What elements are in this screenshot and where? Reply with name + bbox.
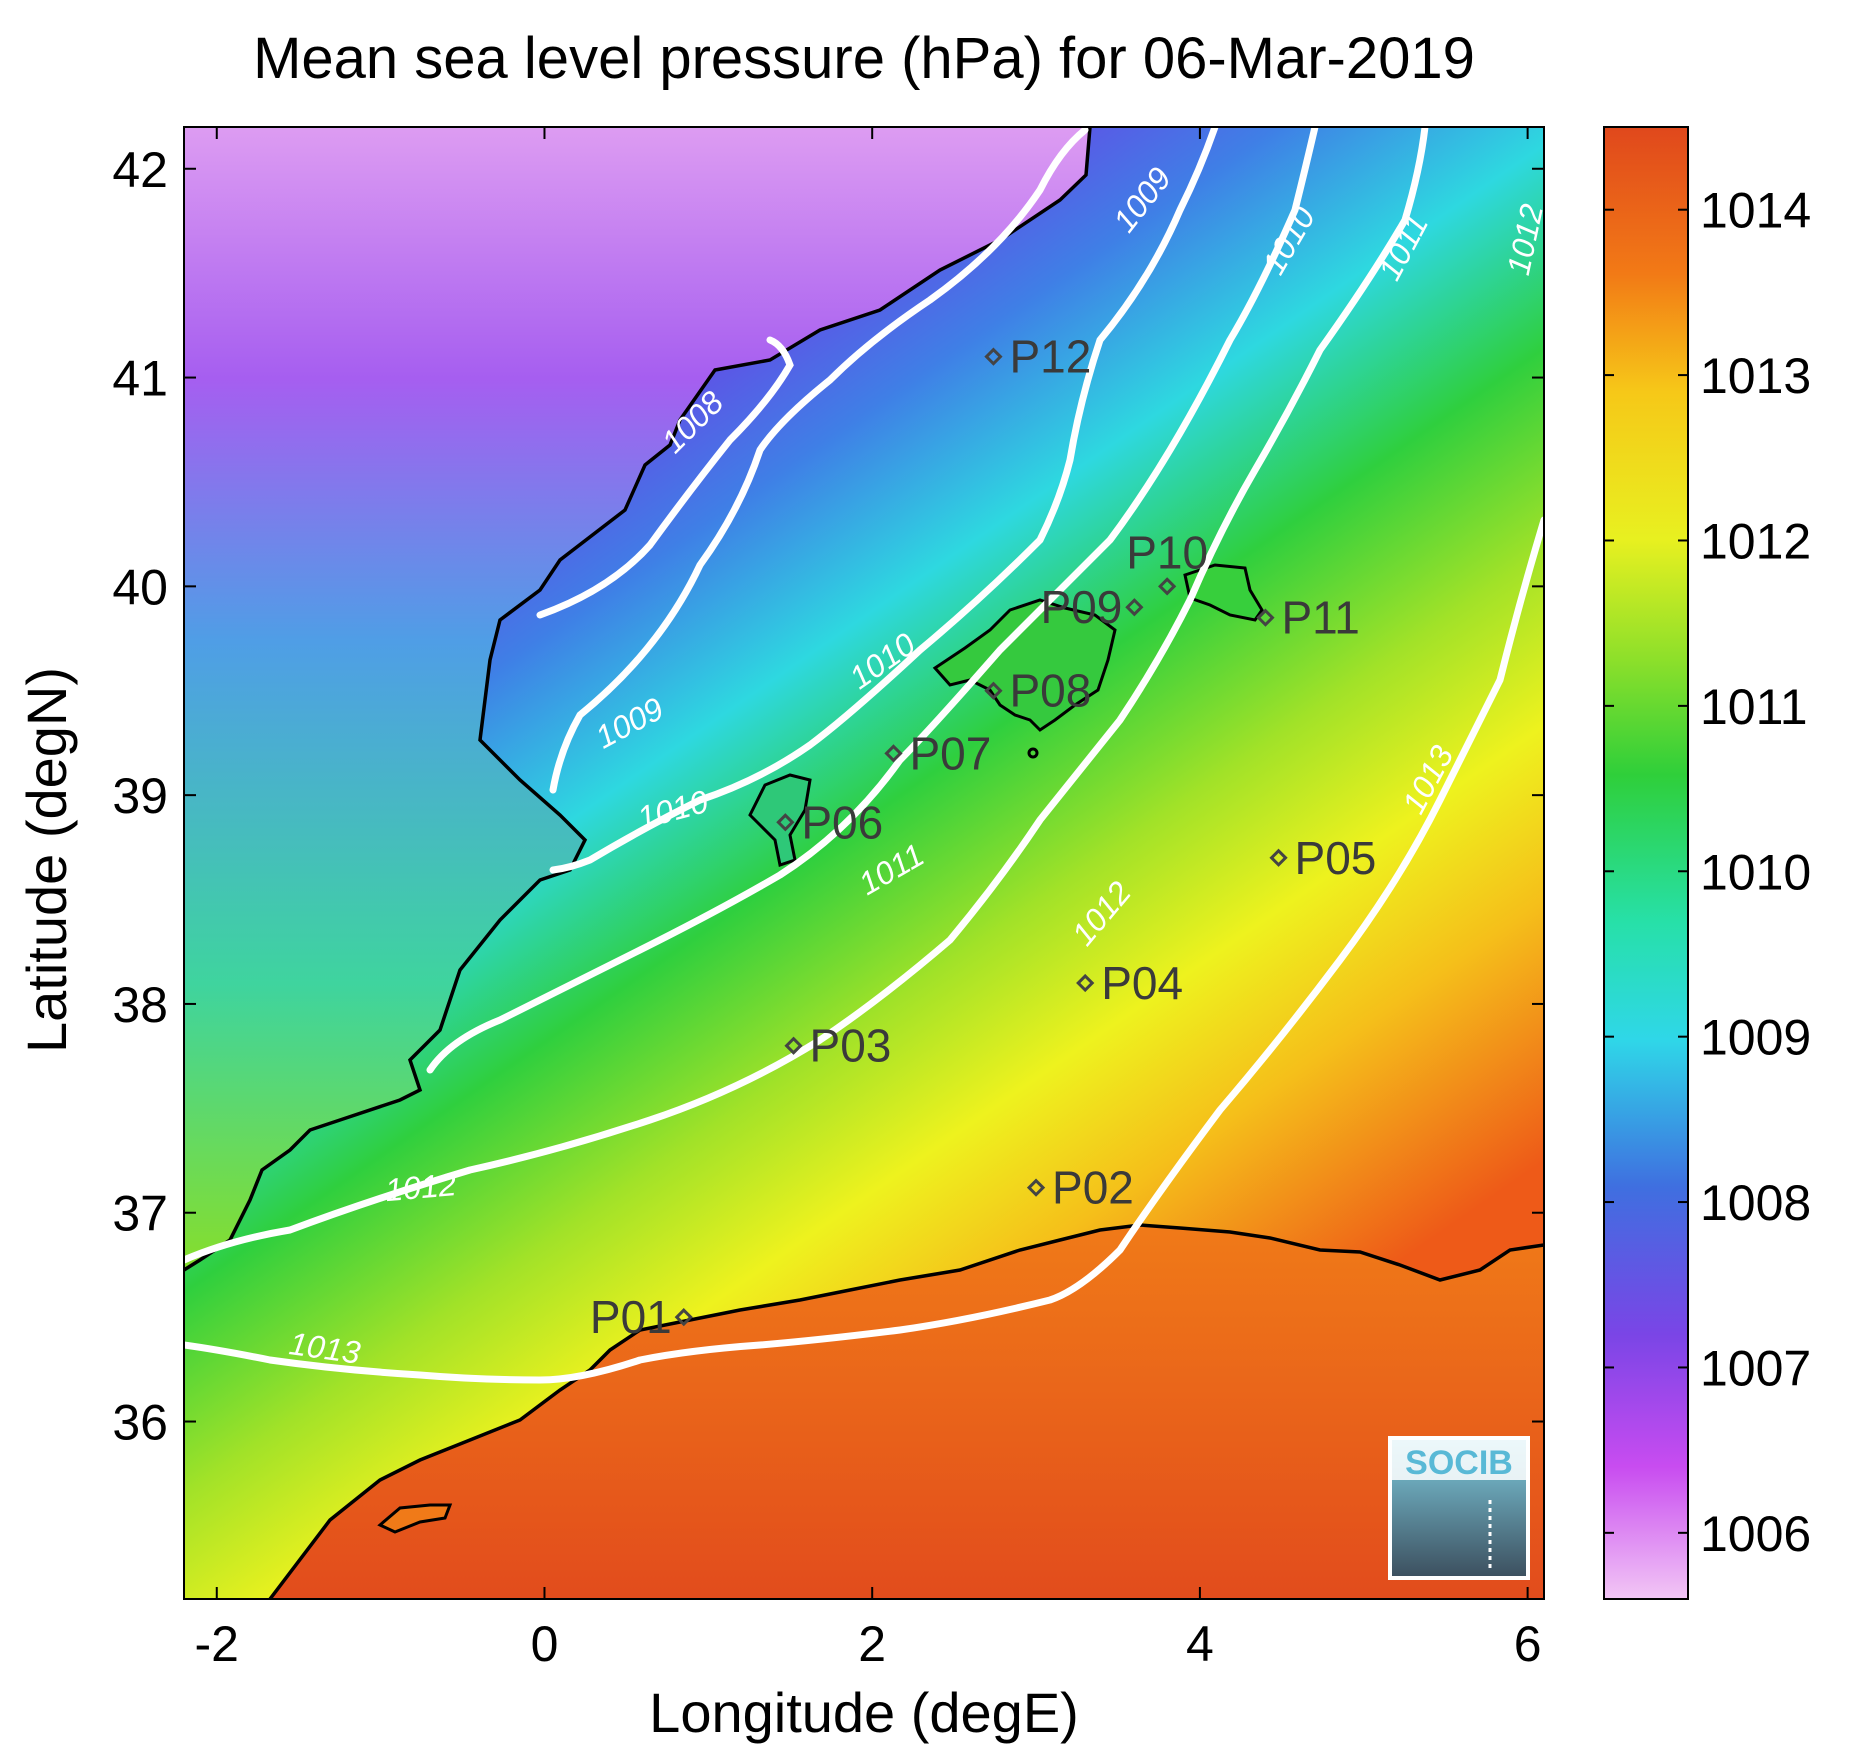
isobar-1009-north bbox=[549, 127, 1089, 794]
station-marker[interactable] bbox=[1125, 598, 1144, 617]
x-tick-label: 4 bbox=[1186, 1616, 1214, 1672]
map-area: 1008100910091010101010101011101110121012… bbox=[184, 127, 1544, 1599]
colorbar-fill bbox=[1603, 126, 1689, 1600]
station-label: P05 bbox=[1295, 832, 1377, 884]
station-label: P12 bbox=[1009, 331, 1091, 383]
station-marker[interactable] bbox=[1256, 608, 1275, 627]
y-tick-label: 36 bbox=[112, 1395, 168, 1451]
x-tick-label: 6 bbox=[1514, 1616, 1542, 1672]
iberia-land bbox=[184, 127, 1090, 1270]
y-tick-label: 38 bbox=[112, 977, 168, 1033]
alboran-island bbox=[377, 1503, 453, 1534]
x-axis-label: Longitude (degE) bbox=[649, 1681, 1079, 1744]
station-label: P07 bbox=[909, 727, 991, 779]
x-tick-label: 0 bbox=[531, 1616, 559, 1672]
x-tick-label: -2 bbox=[195, 1616, 239, 1672]
socib-logo-text: SOCIB bbox=[1405, 1444, 1513, 1482]
station-label: P02 bbox=[1052, 1162, 1134, 1214]
y-tick-label: 40 bbox=[112, 559, 168, 615]
cabrera-island bbox=[1027, 747, 1039, 759]
x-tick-label: 2 bbox=[858, 1616, 886, 1672]
colorbar-tick-label: 1014 bbox=[1700, 183, 1811, 239]
station-label: P04 bbox=[1101, 957, 1183, 1009]
colorbar-tick-label: 1006 bbox=[1700, 1506, 1811, 1562]
colorbar-ticks: 1006 1007 1008 1009 1010 1011 1012 1013 1014 bbox=[1604, 183, 1811, 1562]
colorbar-tick-label: 1012 bbox=[1700, 513, 1811, 569]
station-label: P09 bbox=[1041, 581, 1123, 633]
colorbar-tick-label: 1010 bbox=[1700, 844, 1811, 900]
colorbar-tick-label: 1007 bbox=[1700, 1340, 1811, 1396]
y-tick-label: 41 bbox=[112, 351, 168, 407]
colorbar-tick-label: 1013 bbox=[1700, 348, 1811, 404]
station-marker[interactable] bbox=[884, 744, 903, 763]
station-marker[interactable] bbox=[1026, 1178, 1046, 1197]
contour-label: 1012 bbox=[384, 1166, 458, 1208]
isobar-1012 bbox=[184, 127, 1429, 1264]
y-axis-label: Latitude (degN) bbox=[15, 667, 78, 1053]
y-tick-label: 39 bbox=[112, 768, 168, 824]
socib-logo: SOCIB bbox=[1388, 1436, 1530, 1580]
iberia-coastline bbox=[184, 127, 1092, 1272]
station-label: P03 bbox=[810, 1020, 892, 1072]
isobar-1011 bbox=[426, 127, 1319, 1074]
colorbar-tick-label: 1011 bbox=[1700, 679, 1808, 735]
x-axis: -2 0 2 4 6 bbox=[195, 127, 1542, 1672]
station-marker[interactable] bbox=[674, 1308, 693, 1327]
axes-frame bbox=[183, 126, 1545, 1600]
isobars bbox=[184, 127, 1544, 1384]
station-marker[interactable] bbox=[1269, 848, 1288, 867]
africa-land bbox=[270, 1225, 1544, 1599]
station-marker[interactable] bbox=[784, 1036, 803, 1055]
isobar-1013 bbox=[184, 516, 1544, 1384]
isobar-1010-north bbox=[549, 127, 1219, 874]
station-label: P11 bbox=[1281, 592, 1359, 644]
station-label: P06 bbox=[801, 796, 883, 848]
colorbar-tick-label: 1008 bbox=[1700, 1175, 1811, 1231]
y-tick-label: 42 bbox=[112, 142, 168, 198]
station-label: P01 bbox=[590, 1291, 672, 1343]
y-tick-label: 37 bbox=[112, 1186, 168, 1242]
africa-coastline bbox=[268, 1223, 1544, 1599]
y-axis: 36 37 38 39 40 41 42 bbox=[112, 142, 1544, 1451]
map-title: Mean sea level pressure (hPa) for 06-Mar… bbox=[253, 26, 1475, 91]
station-marker[interactable] bbox=[1076, 973, 1095, 993]
isobar-1008 bbox=[536, 336, 794, 619]
station-label: P08 bbox=[1009, 665, 1091, 717]
mallorca-island bbox=[932, 598, 1117, 732]
station-marker[interactable] bbox=[776, 813, 795, 832]
station-marker[interactable] bbox=[1158, 577, 1177, 596]
menorca-island bbox=[1183, 563, 1264, 622]
station-label: P10 bbox=[1126, 526, 1208, 578]
station-marker[interactable] bbox=[984, 347, 1003, 366]
station-marker[interactable] bbox=[984, 681, 1003, 700]
colorbar: 1006 1007 1008 1009 1010 1011 1012 1013 1014 bbox=[1603, 126, 1811, 1600]
colorbar-tick-label: 1009 bbox=[1700, 1010, 1811, 1066]
